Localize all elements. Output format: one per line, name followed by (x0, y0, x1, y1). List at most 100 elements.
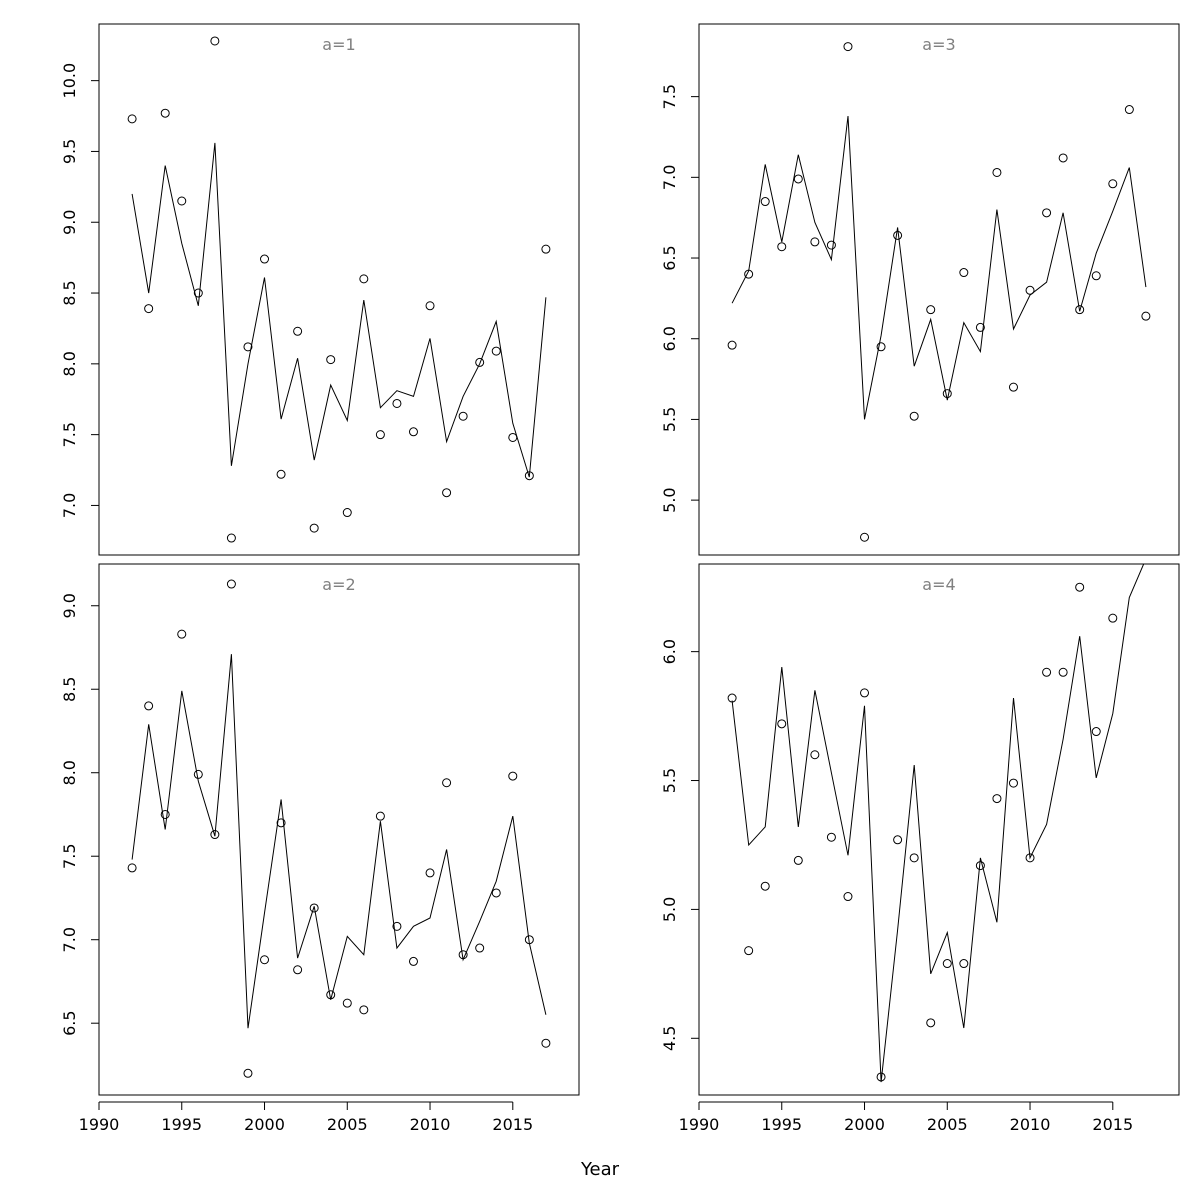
data-point (491, 346, 501, 356)
data-point (375, 430, 385, 440)
data-point (793, 174, 803, 184)
panel-frame (98, 23, 580, 556)
data-point (909, 853, 919, 863)
fitted-line (731, 115, 1147, 420)
y-tick-label: 7.0 (60, 927, 79, 952)
data-point (926, 305, 936, 315)
data-point (342, 508, 352, 518)
data-point (243, 342, 253, 352)
data-point (760, 197, 770, 207)
data-point (909, 411, 919, 421)
data-point (1042, 667, 1052, 677)
x-tick-label: 1990 (79, 1115, 120, 1134)
data-point (226, 579, 236, 589)
y-tick-label: 6.0 (660, 639, 679, 664)
data-point (777, 719, 787, 729)
fitted-line (131, 142, 547, 478)
fitted-line (131, 654, 547, 1029)
data-point (760, 881, 770, 891)
data-point (727, 340, 737, 350)
data-point (408, 427, 418, 437)
x-tick-label: 2010 (1010, 1115, 1051, 1134)
data-point (392, 398, 402, 408)
data-point (1141, 311, 1151, 321)
panel-4: a=4 4.5 5.0 5.5 6.0 1990 1995 2000 2005 2010 2015 (660, 563, 1180, 1134)
panel-1: a=1 7.0 7.5 8.0 8.5 9.0 9.5 10.0 (60, 23, 580, 556)
data-point (1008, 382, 1018, 392)
panel-title: a=4 (922, 575, 955, 594)
data-point (1008, 778, 1018, 788)
panel-frame (98, 563, 580, 1096)
data-point (375, 811, 385, 821)
data-point (144, 304, 154, 314)
panel-3: a=2 6.5 7.0 7.5 8.0 8.5 9.0 1990 1995 2000 2005 201… (60, 563, 580, 1134)
y-tick-label: 7.5 (660, 84, 679, 109)
data-point (975, 861, 985, 871)
data-point (1108, 613, 1118, 623)
y-tick-label: 7.5 (60, 422, 79, 447)
data-point (1042, 208, 1052, 218)
data-point (309, 903, 319, 913)
y-tick-label: 8.5 (60, 677, 79, 702)
data-point (777, 242, 787, 252)
x-tick-label: 2005 (327, 1115, 368, 1134)
data-point (260, 254, 270, 264)
data-point (160, 809, 170, 819)
data-point (210, 36, 220, 46)
data-point (425, 301, 435, 311)
data-point (491, 888, 501, 898)
data-point (326, 355, 336, 365)
data-point (942, 389, 952, 399)
data-point (226, 533, 236, 543)
data-point (1058, 153, 1068, 163)
data-point (810, 237, 820, 247)
data-point (893, 835, 903, 845)
data-point (293, 326, 303, 336)
y-tick-label: 5.0 (660, 897, 679, 922)
panel-title: a=3 (922, 35, 955, 54)
y-tick-label: 9.0 (60, 593, 79, 618)
data-point (744, 946, 754, 956)
y-tick-label: 5.5 (660, 407, 679, 432)
data-point (127, 114, 137, 124)
data-point (959, 268, 969, 278)
data-point (1091, 727, 1101, 737)
y-tick-label: 8.0 (60, 351, 79, 376)
data-point (458, 950, 468, 960)
data-point (541, 1038, 551, 1048)
y-tick-label: 7.5 (60, 843, 79, 868)
data-point (893, 230, 903, 240)
data-point (1025, 853, 1035, 863)
data-point (276, 818, 286, 828)
data-point (1075, 582, 1085, 592)
data-point (942, 959, 952, 969)
data-point (127, 863, 137, 873)
x-tick-label: 1990 (679, 1115, 720, 1134)
x-tick-label: 2000 (244, 1115, 285, 1134)
data-point (992, 794, 1002, 804)
y-tick-label: 6.5 (660, 245, 679, 270)
data-point (744, 269, 754, 279)
panel-title: a=1 (322, 35, 355, 54)
x-tick-label: 1995 (761, 1115, 802, 1134)
x-tick-label: 2015 (492, 1115, 533, 1134)
data-point (508, 771, 518, 781)
data-point (975, 322, 985, 332)
data-point (210, 830, 220, 840)
data-point (1025, 285, 1035, 295)
y-tick-label: 5.5 (660, 768, 679, 793)
data-point (177, 629, 187, 639)
data-point (1108, 179, 1118, 189)
data-point (541, 244, 551, 254)
data-point (160, 108, 170, 118)
data-point (1124, 105, 1134, 115)
data-point (442, 778, 452, 788)
panel-title: a=2 (322, 575, 355, 594)
y-tick-label: 9.0 (60, 210, 79, 235)
y-tick-label: 8.0 (60, 760, 79, 785)
data-point (144, 701, 154, 711)
data-point (826, 832, 836, 842)
fitted-line (731, 564, 1145, 1083)
panel-2: a=3 5.0 5.5 6.0 6.5 7.0 7.5 (660, 23, 1180, 556)
